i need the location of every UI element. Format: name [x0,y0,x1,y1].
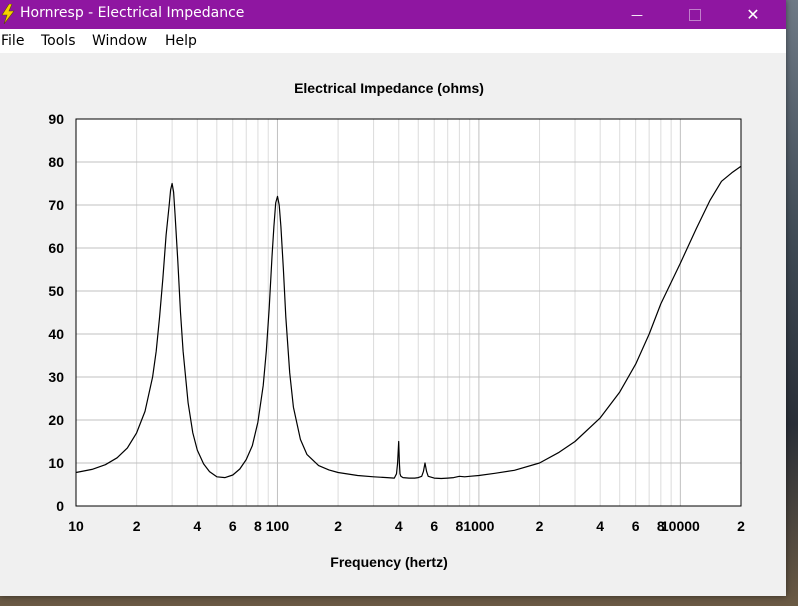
x-tick-label: 1000 [463,518,494,534]
title-bar[interactable]: Hornresp - Electrical Impedance — ✕ [0,0,786,29]
x-tick-label: 6 [430,518,438,534]
y-tick-label: 40 [48,326,64,342]
y-tick-label: 80 [48,154,64,170]
plot-frame [75,118,742,507]
y-tick-label: 30 [48,369,64,385]
x-tick-label: 8 [657,518,665,534]
x-tick-label: 2 [737,518,745,534]
app-window: Hornresp - Electrical Impedance — ✕ File… [0,0,786,596]
y-tick-label: 0 [56,498,64,514]
maximize-button[interactable] [672,0,718,29]
x-axis-label: Frequency (hertz) [330,554,447,570]
y-tick-label: 60 [48,240,64,256]
x-tick-label: 2 [133,518,141,534]
x-tick-label: 4 [395,518,403,534]
x-tick-label: 4 [596,518,604,534]
x-tick-label: 8 [254,518,262,534]
impedance-chart: Electrical Impedance (ohms) Frequency (h… [48,80,745,570]
plot-background [76,119,741,506]
x-tick-label: 8 [455,518,463,534]
close-icon: ✕ [746,5,760,24]
x-tick-label: 6 [632,518,640,534]
y-tick-label: 50 [48,283,64,299]
menu-bar: File Tools Window Help [0,29,786,54]
window-title: Hornresp - Electrical Impedance [20,5,245,21]
minimize-button[interactable]: — [614,0,660,29]
menu-help[interactable]: Help [165,33,197,49]
close-button[interactable]: ✕ [730,0,776,29]
chart-area: Electrical Impedance (ohms) Frequency (h… [0,53,786,596]
maximize-icon [689,8,701,21]
y-tick-label: 20 [48,412,64,428]
y-tick-label: 90 [48,111,64,127]
x-tick-label: 10000 [661,518,700,534]
x-tick-label: 4 [193,518,201,534]
x-tick-label: 10 [68,518,84,534]
chart-title: Electrical Impedance (ohms) [294,80,484,96]
minimize-icon: — [631,7,643,22]
menu-tools[interactable]: Tools [41,33,76,49]
x-tick-label: 6 [229,518,237,534]
menu-file[interactable]: File [1,33,25,49]
y-tick-label: 70 [48,197,64,213]
x-tick-label: 2 [334,518,342,534]
x-tick-label: 100 [266,518,290,534]
lightning-icon [1,4,15,24]
impedance-curve [75,165,742,480]
y-tick-label: 10 [48,455,64,471]
menu-window[interactable]: Window [92,33,148,49]
x-tick-label: 2 [536,518,544,534]
